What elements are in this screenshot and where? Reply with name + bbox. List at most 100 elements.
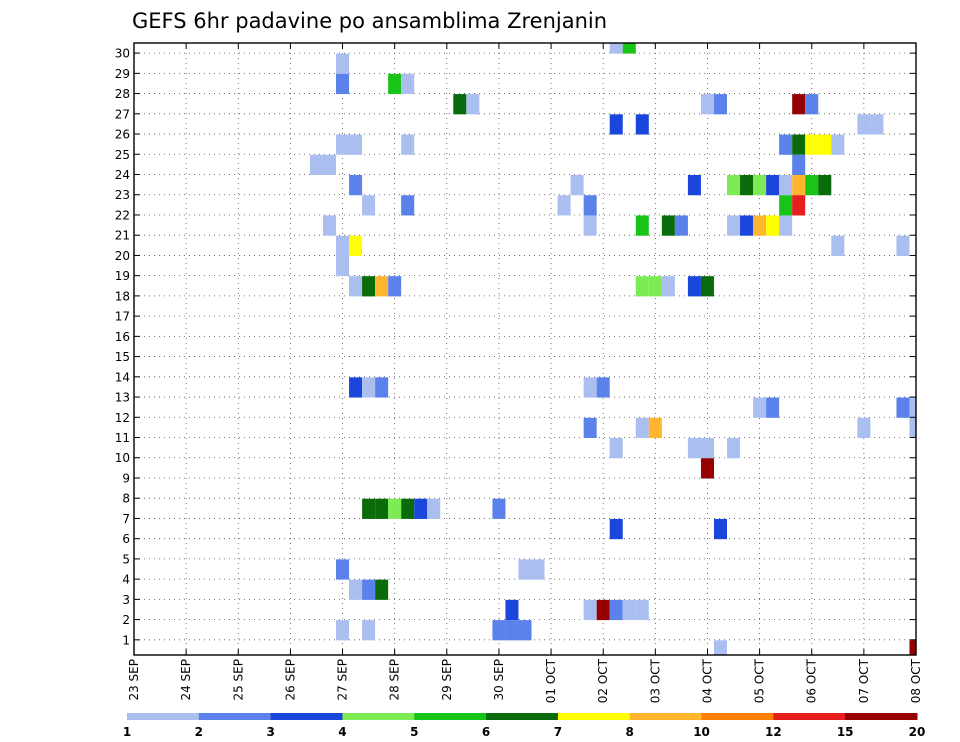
precip-cell <box>687 438 701 459</box>
precip-cell <box>401 498 415 519</box>
precip-cell <box>336 134 350 155</box>
legend-swatch <box>486 713 559 720</box>
precip-cell <box>713 94 728 115</box>
precip-cell <box>713 518 728 540</box>
precip-cell <box>909 640 916 655</box>
precip-cell <box>635 417 649 439</box>
precip-cell <box>779 215 793 236</box>
precip-cell <box>818 175 832 196</box>
legend-swatch <box>773 713 846 720</box>
legend-swatch <box>270 713 343 720</box>
y-tick-label: 25 <box>115 148 130 162</box>
legend-swatch <box>557 713 631 720</box>
precip-cell <box>609 438 623 459</box>
y-tick-label: 23 <box>115 188 130 202</box>
legend-swatch <box>342 713 415 720</box>
x-tick-label: 02 OCT <box>596 658 610 703</box>
y-tick-label: 3 <box>122 593 130 607</box>
precip-cell <box>700 276 714 297</box>
x-tick-label: 30 SEP <box>492 659 506 701</box>
precip-cell <box>661 276 675 297</box>
precip-cell <box>779 175 793 196</box>
legend-label: 6 <box>482 725 490 739</box>
precip-cell <box>635 599 649 621</box>
y-tick-label: 13 <box>115 391 130 405</box>
x-tick-label: 04 OCT <box>700 658 714 703</box>
precip-cell <box>362 195 376 216</box>
y-tick-label: 11 <box>115 431 130 445</box>
precip-cell <box>609 114 623 135</box>
legend-label: 4 <box>338 725 346 739</box>
legend-label: 2 <box>195 725 203 739</box>
precip-cell <box>583 599 597 621</box>
precip-cell <box>753 215 767 236</box>
y-tick-label: 18 <box>115 289 130 303</box>
precip-cell <box>740 215 754 236</box>
precip-cell <box>831 235 845 256</box>
x-tick-label: 26 SEP <box>283 659 297 701</box>
precip-cell <box>779 134 793 155</box>
precip-cell <box>909 417 916 439</box>
precip-cell <box>557 195 571 216</box>
precip-cell <box>687 175 701 196</box>
legend-label: 8 <box>626 725 634 739</box>
y-tick-label: 30 <box>115 47 130 61</box>
precip-cell <box>805 175 819 196</box>
y-tick-label: 14 <box>115 370 130 384</box>
precip-cell <box>349 276 363 297</box>
precip-cell <box>635 276 649 297</box>
y-tick-label: 10 <box>115 451 130 465</box>
precip-cell <box>427 498 441 519</box>
legend-label: 7 <box>554 725 562 739</box>
precip-cell <box>583 195 597 216</box>
precip-cell <box>375 276 389 297</box>
precip-cell <box>609 599 623 621</box>
y-tick-label: 28 <box>115 87 130 101</box>
y-tick-label: 2 <box>122 613 130 627</box>
precip-cell <box>818 134 832 155</box>
precip-cell <box>779 195 793 216</box>
y-tick-label: 4 <box>122 573 130 587</box>
precip-cell <box>740 175 754 196</box>
grid-lines <box>134 43 916 655</box>
precip-cell <box>349 377 363 398</box>
legend-swatch <box>629 713 703 720</box>
y-tick-label: 24 <box>115 168 130 182</box>
x-tick-label: 01 OCT <box>544 658 558 703</box>
x-tick-label: 24 SEP <box>179 659 193 701</box>
precip-cell <box>700 438 714 459</box>
precip-cell <box>466 94 480 115</box>
precip-cell <box>583 215 597 236</box>
legend-label: 10 <box>693 725 710 739</box>
precip-cell <box>727 215 741 236</box>
legend-label: 12 <box>765 725 782 739</box>
color-legend: 1 2 3 4 5 6 7 8 10 12 15 20 <box>123 713 926 739</box>
x-tick-label: 23 SEP <box>127 659 141 701</box>
y-tick-label: 21 <box>115 229 130 243</box>
precip-cell <box>753 175 767 196</box>
legend-label: 15 <box>837 725 854 739</box>
precip-cell <box>349 579 363 600</box>
y-tick-label: 20 <box>115 249 130 263</box>
precip-cell <box>583 377 597 398</box>
x-axis-tick-labels: 23 SEP 24 SEP 25 SEP 26 SEP 27 SEP 28 SEP 29 S… <box>127 658 923 703</box>
precip-cell <box>336 235 350 256</box>
precip-cell <box>388 498 402 519</box>
precip-cell <box>349 235 363 256</box>
x-tick-label: 27 SEP <box>336 659 350 701</box>
precip-cell <box>401 73 415 95</box>
precip-cell <box>753 397 767 418</box>
x-tick-label: 29 SEP <box>440 659 454 701</box>
legend-label: 20 <box>909 725 926 739</box>
precip-cell <box>336 620 350 641</box>
precip-cell <box>453 94 467 115</box>
precip-cell <box>596 599 610 621</box>
precip-cell <box>766 397 780 418</box>
precip-cell <box>518 559 532 580</box>
precip-cell <box>792 195 806 216</box>
x-tick-label: 05 OCT <box>753 658 767 703</box>
precip-cell <box>336 255 350 277</box>
precip-cell <box>635 114 649 135</box>
y-tick-label: 16 <box>115 330 130 344</box>
precip-cell <box>648 276 662 297</box>
